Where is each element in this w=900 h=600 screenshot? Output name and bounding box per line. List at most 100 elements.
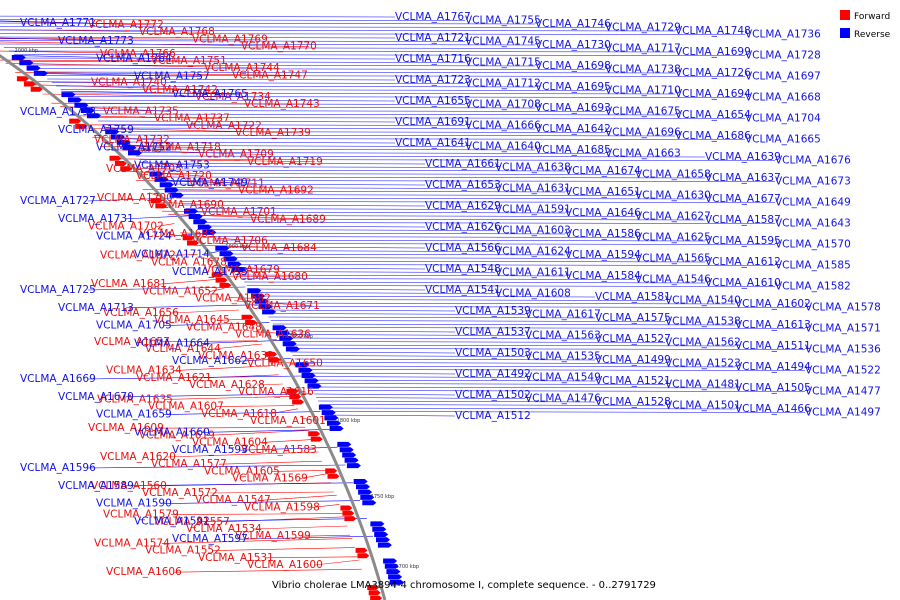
forward-connector xyxy=(167,254,198,256)
reverse-gene-label: VCLMA_A1596 xyxy=(20,462,96,474)
forward-feature xyxy=(355,547,368,553)
reverse-gene-label: VCLMA_A1661 xyxy=(425,158,501,170)
reverse-gene-label: VCLMA_A1548 xyxy=(425,263,501,275)
reverse-gene-label: VCLMA_A1655 xyxy=(395,95,471,107)
reverse-connector xyxy=(249,288,426,291)
reverse-gene-label: VCLMA_A1539 xyxy=(455,305,531,317)
reverse-gene-label: VCLMA_A1537 xyxy=(455,326,531,338)
reverse-connector xyxy=(0,15,396,18)
reverse-gene-label: VCLMA_A1511 xyxy=(735,340,811,352)
reverse-connector xyxy=(281,337,596,340)
reverse-gene-label: VCLMA_A1492 xyxy=(455,368,531,380)
forward-gene-label: VCLMA_A1534 xyxy=(186,523,262,535)
forward-connector xyxy=(302,534,351,537)
forward-gene-label: VCLMA_A1644 xyxy=(145,343,221,355)
forward-gene-label: VCLMA_A1606 xyxy=(106,566,182,578)
reverse-feature xyxy=(11,55,26,60)
reverse-gene-label: VCLMA_A1704 xyxy=(745,113,821,125)
forward-connector xyxy=(308,448,316,451)
reverse-connector xyxy=(317,400,596,403)
forward-feature xyxy=(187,240,199,246)
figure-caption: Vibrio cholerae LMA3894-4 chromosome I, … xyxy=(272,580,656,591)
forward-feature xyxy=(114,161,127,166)
reverse-gene-label: VCLMA_A1731 xyxy=(58,213,134,225)
reverse-gene-label: VCLMA_A1669 xyxy=(20,373,96,385)
reverse-gene-label: VCLMA_A1745 xyxy=(465,36,541,48)
reverse-connector xyxy=(47,78,396,81)
reverse-gene-label: VCLMA_A1697 xyxy=(745,71,821,83)
reverse-gene-label: VCLMA_A1501 xyxy=(665,400,741,412)
reverse-connector xyxy=(197,222,776,224)
forward-gene-label: VCLMA_A1742 xyxy=(142,84,218,96)
forward-feature xyxy=(215,277,228,283)
reverse-gene-label: VCLMA_A1521 xyxy=(595,375,671,387)
forward-connector xyxy=(24,81,160,83)
reverse-gene-label: VCLMA_A1584 xyxy=(565,270,641,282)
forward-gene-label: VCLMA_A1680 xyxy=(232,271,308,283)
reverse-connector xyxy=(86,110,606,112)
reverse-connector xyxy=(61,90,241,95)
reverse-connector xyxy=(203,229,496,231)
reverse-feature xyxy=(329,426,344,431)
kbp-tick-label: 1900 kbp xyxy=(225,244,249,250)
reverse-connector xyxy=(128,148,536,151)
reverse-connector xyxy=(28,64,536,67)
reverse-connector xyxy=(0,40,466,42)
reverse-connector xyxy=(0,43,536,46)
forward-gene-label: VCLMA_A1747 xyxy=(232,69,308,81)
reverse-gene-label: VCLMA_A1570 xyxy=(775,239,851,251)
reverse-feature xyxy=(122,145,137,151)
reverse-connector xyxy=(77,103,466,105)
forward-connector xyxy=(265,556,358,559)
forward-gene-label: VCLMA_A1560 xyxy=(91,480,167,492)
reverse-feature xyxy=(105,129,120,135)
forward-feature xyxy=(292,399,305,405)
reverse-gene-label: VCLMA_A1723 xyxy=(395,74,471,86)
reverse-gene-label: VCLMA_A1738 xyxy=(605,64,681,76)
reverse-feature xyxy=(327,420,341,426)
forward-gene-label: VCLMA_A1650 xyxy=(247,357,323,369)
forward-gene-label: VCLMA_A1751 xyxy=(151,55,227,67)
reverse-gene-label: VCLMA_A1725 xyxy=(20,284,96,296)
forward-gene-label: VCLMA_A1599 xyxy=(235,530,311,542)
reverse-gene-label: VCLMA_A1505 xyxy=(735,382,811,394)
reverse-gene-label: VCLMA_A1540 xyxy=(665,295,741,307)
reverse-gene-label: VCLMA_A1649 xyxy=(775,197,851,209)
reverse-connector xyxy=(302,372,456,375)
reverse-gene-label: VCLMA_A1613 xyxy=(735,319,811,331)
reverse-connector xyxy=(306,379,596,382)
reverse-gene-label: VCLMA_A1773 xyxy=(58,35,134,47)
reverse-connector xyxy=(51,82,466,84)
reverse-gene-label: VCLMA_A1626 xyxy=(425,221,501,233)
forward-gene-label: VCLMA_A1692 xyxy=(238,185,314,197)
forward-gene-label: VCLMA_A1579 xyxy=(103,509,179,521)
reverse-feature xyxy=(285,346,300,352)
forward-feature xyxy=(30,86,43,92)
reverse-connector xyxy=(292,355,526,357)
reverse-feature xyxy=(374,532,389,537)
reverse-connector xyxy=(132,152,606,154)
forward-gene-label: VCLMA_A1683 xyxy=(139,228,215,240)
forward-gene-label: VCLMA_A1672 xyxy=(100,249,176,261)
reverse-connector xyxy=(215,243,776,245)
reverse-connector xyxy=(113,134,676,137)
forward-connector xyxy=(158,278,220,285)
reverse-gene-label: VCLMA_A1696 xyxy=(605,127,681,139)
reverse-gene-label: VCLMA_A1502 xyxy=(455,389,531,401)
reverse-gene-label: VCLMA_A1713 xyxy=(58,302,134,314)
reverse-feature xyxy=(227,261,242,267)
forward-gene-label: VCLMA_A1740 xyxy=(91,77,167,89)
reverse-feature xyxy=(321,410,336,416)
forward-gene-label: VCLMA_A1722 xyxy=(186,120,262,132)
feature-labels: VCLMA_A1772VCLMA_A1768VCLMA_A1769VCLMA_A… xyxy=(20,11,881,578)
reverse-gene-label: VCLMA_A1664 xyxy=(134,337,210,349)
reverse-connector xyxy=(220,250,496,252)
forward-connector xyxy=(270,362,316,364)
reverse-connector xyxy=(201,518,367,522)
reverse-gene-label: VCLMA_A1586 xyxy=(565,228,641,240)
reverse-gene-label: VCLMA_A1662 xyxy=(172,355,248,367)
reverse-feature xyxy=(184,208,198,214)
reverse-connector xyxy=(3,47,606,49)
legend-forward-swatch xyxy=(840,10,850,20)
